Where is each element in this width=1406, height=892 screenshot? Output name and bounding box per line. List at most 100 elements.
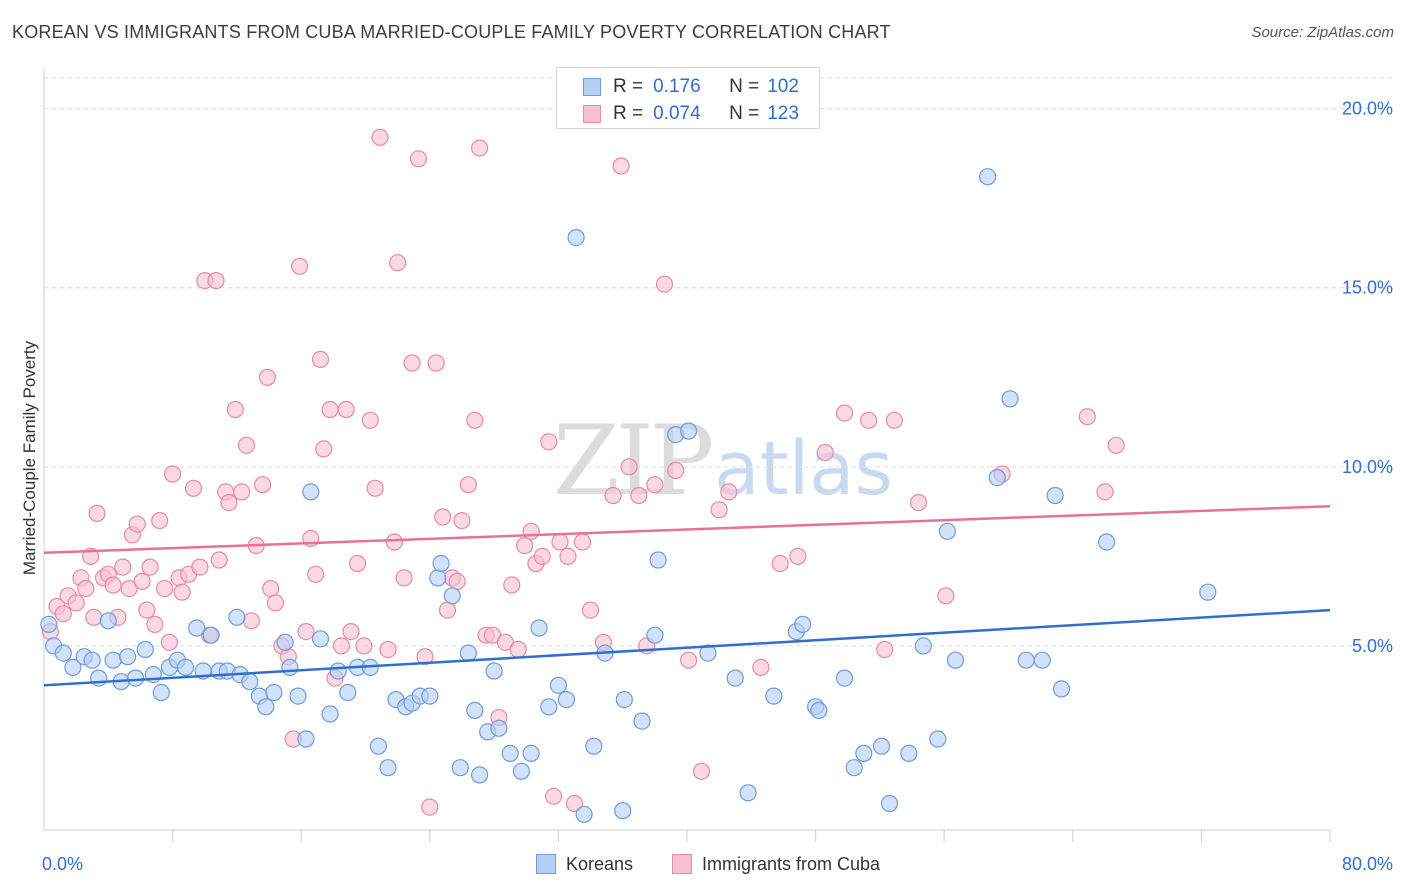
korean-point xyxy=(1097,533,1116,551)
trend-lines xyxy=(43,504,1331,687)
legend-row-koreans: R = 0.176 N = 102 xyxy=(583,74,799,100)
korean-point xyxy=(289,687,307,705)
cuba-point xyxy=(937,587,955,605)
cuba-point xyxy=(885,411,904,429)
korean-point xyxy=(512,762,531,780)
x-tick-label: 80.0% xyxy=(1342,854,1393,874)
korean-point xyxy=(585,737,603,755)
korean-point xyxy=(241,673,259,691)
cuba-point xyxy=(389,254,407,272)
cuba-point xyxy=(409,150,428,168)
korean-point xyxy=(522,744,540,763)
cuba-point xyxy=(503,576,521,594)
korean-point xyxy=(432,554,450,573)
korean-point xyxy=(451,759,469,777)
korean-point xyxy=(257,698,275,716)
cuba-point xyxy=(789,547,807,566)
korean-point xyxy=(938,522,957,540)
cuba-point xyxy=(348,554,367,573)
korean-point xyxy=(127,669,145,687)
cuba-point xyxy=(77,579,95,598)
cuba-point xyxy=(859,411,878,429)
korean-point xyxy=(466,701,484,720)
korean-point xyxy=(202,626,220,644)
korean-point xyxy=(679,422,698,440)
cuba-point xyxy=(816,443,834,462)
korean-point xyxy=(421,687,439,705)
y-axis-title: Married-Couple Family Poverty xyxy=(20,340,39,576)
cuba-point xyxy=(471,139,489,157)
cuba-point xyxy=(210,551,228,569)
legend-r-value: 0.176 xyxy=(653,76,701,97)
correlation-legend: R = 0.176 N = 102 R = 0.074 N = 123 xyxy=(556,67,820,129)
cuba-point xyxy=(311,350,330,368)
cuba-point xyxy=(315,440,333,458)
cuba-point xyxy=(321,400,339,419)
korean-point xyxy=(633,712,651,730)
cuba-point xyxy=(254,476,272,494)
bottom-legend-cuba: Immigrants from Cuba xyxy=(672,852,880,876)
korean-point xyxy=(281,658,299,677)
cuba-point xyxy=(355,637,373,655)
cuba-point xyxy=(184,479,203,497)
korean-point xyxy=(40,615,58,634)
korean-point xyxy=(176,658,195,677)
cuba-point xyxy=(646,476,664,494)
cuba-point xyxy=(679,651,698,669)
cuba-point xyxy=(342,622,360,641)
cuba-point xyxy=(133,572,151,591)
korean-point xyxy=(614,802,632,820)
korean-point xyxy=(136,640,154,659)
korean-point xyxy=(1052,680,1071,698)
korean-point xyxy=(104,651,122,669)
cuba-point xyxy=(427,354,445,372)
tick-labels: 5.0% 10.0% 15.0% 20.0% 0.0% 80.0% xyxy=(42,99,1393,874)
cuba-point xyxy=(85,608,103,626)
cuba-point xyxy=(146,615,164,634)
cuba-point xyxy=(379,640,397,659)
cuba-point xyxy=(876,640,894,659)
cuba-point xyxy=(233,483,251,501)
korean-point xyxy=(339,683,357,702)
korean-point xyxy=(615,690,633,709)
cuba-point xyxy=(573,533,592,551)
cuba-point xyxy=(551,533,569,551)
cuba-point xyxy=(612,157,630,175)
cuba-point xyxy=(581,601,600,619)
korean-point xyxy=(54,644,72,662)
cuba-point xyxy=(371,128,389,146)
cuba-point xyxy=(120,579,138,598)
cuba-point xyxy=(752,658,770,677)
korean-point xyxy=(575,805,593,823)
cuba-point xyxy=(565,794,584,813)
cuba-point xyxy=(138,601,156,619)
korean-point xyxy=(557,690,576,709)
korean-point xyxy=(929,730,947,748)
korean-point xyxy=(1199,583,1217,601)
legend-swatch-koreans xyxy=(583,78,601,96)
korean-point xyxy=(429,569,447,587)
cuba-point xyxy=(496,633,514,651)
y-tick-label: 5.0% xyxy=(1352,636,1393,656)
korean-trend-line xyxy=(43,608,1331,687)
cuba-point xyxy=(1107,436,1125,454)
korean-point xyxy=(739,784,757,802)
korean-point xyxy=(369,737,387,755)
cuba-point xyxy=(361,411,379,429)
korean-point xyxy=(726,669,744,687)
cuba-point xyxy=(226,400,244,419)
korean-point xyxy=(794,615,812,634)
cuba-point xyxy=(128,515,146,533)
legend-swatch-cuba xyxy=(583,105,601,123)
cuba-point xyxy=(403,354,421,372)
axes xyxy=(43,68,1331,842)
korean-point xyxy=(490,719,508,737)
cuba-point xyxy=(160,633,178,651)
cuba-point xyxy=(459,476,477,494)
korean-point xyxy=(549,676,568,694)
cuba-point xyxy=(337,400,355,419)
legend-row-cuba: R = 0.074 N = 123 xyxy=(583,101,799,127)
cuba-point xyxy=(434,508,452,526)
cuba-point xyxy=(164,465,182,483)
korean-point xyxy=(321,705,339,723)
